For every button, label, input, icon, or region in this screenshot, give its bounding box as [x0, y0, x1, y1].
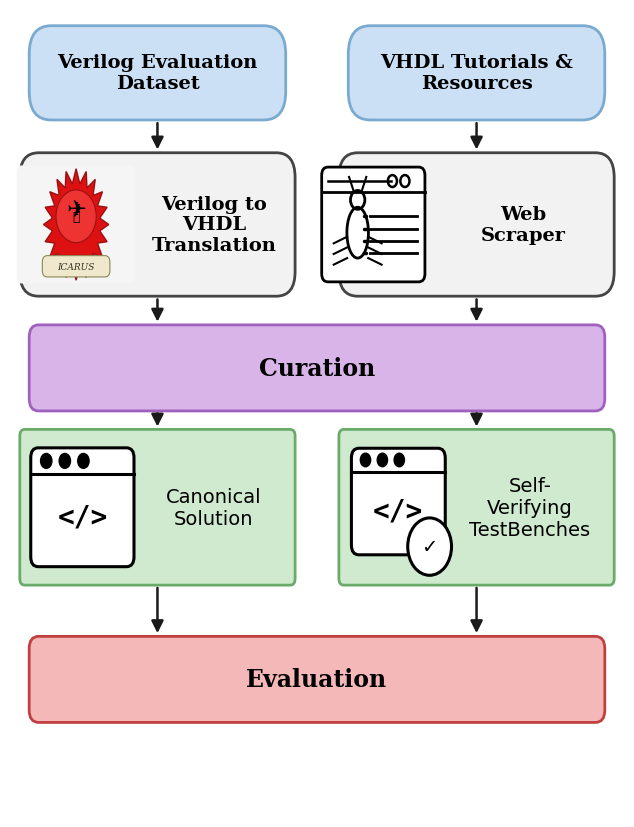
Text: Canonical
Solution: Canonical Solution	[166, 487, 262, 528]
Circle shape	[56, 191, 96, 243]
Text: ✓: ✓	[422, 538, 438, 557]
FancyBboxPatch shape	[20, 154, 295, 297]
Text: Web
Scraper: Web Scraper	[481, 206, 566, 245]
Circle shape	[59, 454, 70, 469]
Text: Verilog to
VHDL
Translation: Verilog to VHDL Translation	[152, 195, 276, 255]
FancyBboxPatch shape	[351, 449, 445, 555]
Text: </>: </>	[57, 503, 108, 531]
FancyBboxPatch shape	[29, 26, 286, 121]
Text: Self-
Verifying
TestBenches: Self- Verifying TestBenches	[469, 476, 590, 539]
Circle shape	[408, 519, 451, 576]
Text: Verilog Evaluation
Dataset: Verilog Evaluation Dataset	[57, 55, 257, 93]
FancyBboxPatch shape	[20, 430, 295, 586]
Text: </>: </>	[373, 496, 424, 524]
FancyBboxPatch shape	[16, 166, 136, 284]
Text: ICARUS: ICARUS	[58, 262, 95, 271]
Text: Evaluation: Evaluation	[247, 667, 387, 691]
FancyBboxPatch shape	[31, 448, 134, 567]
Text: Curation: Curation	[259, 356, 375, 380]
Text: 🧑: 🧑	[72, 211, 80, 223]
Text: ✈: ✈	[66, 198, 86, 222]
FancyBboxPatch shape	[29, 637, 605, 723]
Circle shape	[377, 454, 387, 467]
FancyBboxPatch shape	[339, 430, 614, 586]
FancyBboxPatch shape	[339, 154, 614, 297]
Circle shape	[360, 454, 371, 467]
FancyBboxPatch shape	[348, 26, 605, 121]
Text: VHDL Tutorials &
Resources: VHDL Tutorials & Resources	[380, 55, 573, 93]
Polygon shape	[44, 170, 108, 281]
Circle shape	[394, 454, 404, 467]
FancyBboxPatch shape	[321, 168, 425, 283]
Circle shape	[78, 454, 89, 469]
FancyBboxPatch shape	[29, 326, 605, 412]
Circle shape	[41, 454, 52, 469]
FancyBboxPatch shape	[42, 256, 110, 278]
